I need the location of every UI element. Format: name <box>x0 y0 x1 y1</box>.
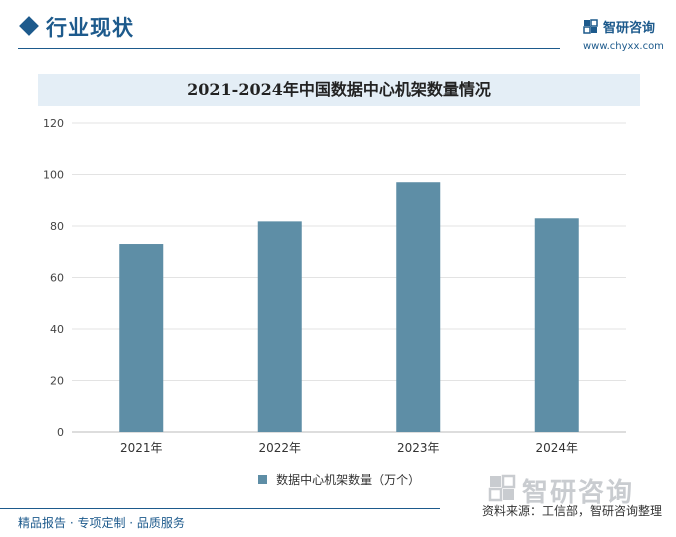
y-tick-label: 0 <box>57 426 64 439</box>
y-tick-label: 120 <box>43 117 64 130</box>
section-title: 行业现状 <box>46 16 134 40</box>
y-tick-label: 100 <box>43 169 64 182</box>
bar[interactable] <box>534 218 579 432</box>
chart-title-bar: 2021-2024年中国数据中心机架数量情况 <box>38 74 640 106</box>
x-tick-label: 2023年 <box>397 441 440 455</box>
y-tick-label: 40 <box>50 323 64 336</box>
bar[interactable] <box>119 244 164 432</box>
chart-title: 2021-2024年中国数据中心机架数量情况 <box>187 80 491 99</box>
x-tick-label: 2024年 <box>535 441 578 455</box>
y-tick-label: 20 <box>50 375 64 388</box>
footer-divider <box>0 508 440 509</box>
bar[interactable] <box>396 182 441 432</box>
legend-swatch <box>258 475 267 484</box>
brand-url[interactable]: www.chyxx.com <box>583 41 664 52</box>
y-tick-label: 60 <box>50 272 64 285</box>
header-divider <box>18 48 560 49</box>
legend: 数据中心机架数量（万个） <box>258 469 421 487</box>
watermark-logo-text: 智研咨询 <box>522 478 635 508</box>
brand-name: 智研咨询 <box>603 21 656 36</box>
brand-logo-icon <box>583 19 598 34</box>
legend-label: 数据中心机架数量（万个） <box>276 473 421 487</box>
source-note: 资料来源：工信部，智研咨询整理 <box>481 504 662 518</box>
footer-tagline: 精品报告 · 专项定制 · 品质服务 <box>18 516 185 530</box>
y-tick-label: 80 <box>50 220 64 233</box>
x-tick-label: 2021年 <box>120 441 163 455</box>
x-tick-label: 2022年 <box>258 441 301 455</box>
watermark-logo-icon <box>488 474 516 502</box>
header: 行业现状 智研咨询 www.chyxx.com <box>0 0 676 60</box>
bar[interactable] <box>257 221 302 432</box>
